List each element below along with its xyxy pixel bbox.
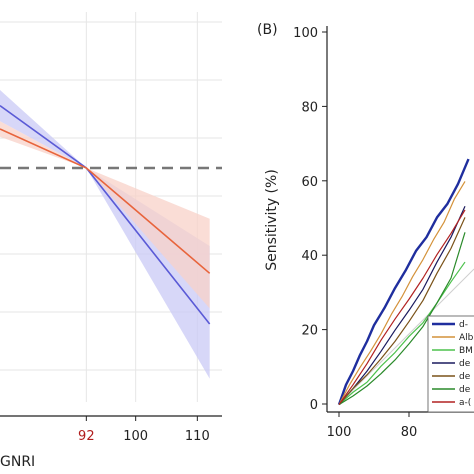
roc-curve-3 — [338, 205, 466, 405]
roc-curve-0 — [337, 158, 470, 405]
left-panel: 92 100 110 GNRI — [0, 12, 222, 470]
roc-curve-2 — [338, 261, 466, 406]
legend-box — [427, 315, 474, 413]
right-y-tick-label-3: 60 — [301, 175, 318, 190]
left-series-line-1 — [0, 128, 211, 274]
roc-curve-5 — [338, 232, 466, 406]
right-y-tick-label-2: 40 — [301, 249, 318, 264]
left-x-axis-label: GNRI — [0, 454, 35, 470]
legend-label-4: de — [459, 372, 471, 382]
left-x-tick-label-0: 92 — [78, 429, 95, 444]
legend-label-5: de — [459, 385, 471, 395]
right-y-tick-label-1: 20 — [301, 324, 318, 339]
legend-label-6: a-( — [459, 398, 471, 408]
legend-label-3: de — [459, 359, 471, 369]
right-roc-curves — [337, 158, 470, 406]
legend-label-2: BM — [459, 346, 473, 356]
legend-label-1: Alb — [459, 333, 474, 343]
roc-curve-1 — [338, 181, 466, 405]
right-y-ticks: 0 20 40 60 80 100 — [293, 26, 327, 413]
left-x-tick-label-2: 110 — [185, 429, 210, 444]
left-x-ticks: 92 100 110 — [78, 416, 210, 444]
left-band-1 — [0, 121, 210, 309]
right-y-tick-label-5: 100 — [293, 26, 318, 41]
right-y-axis-label: Sensitivity (%) — [264, 169, 280, 271]
left-confidence-bands — [0, 90, 210, 379]
right-panel: (B) 0 20 40 60 80 100 100 80 Sensitivity (%) d… — [257, 22, 474, 440]
right-x-ticks: 100 80 — [327, 412, 418, 440]
right-y-tick-label-4: 80 — [301, 100, 318, 115]
right-x-tick-label-0: 100 — [327, 425, 352, 440]
roc-curve-4 — [338, 217, 466, 405]
panel-label-b: (B) — [257, 22, 278, 38]
right-reference-diagonal — [338, 268, 474, 405]
right-x-tick-label-1: 80 — [401, 425, 418, 440]
left-x-tick-label-1: 100 — [123, 429, 148, 444]
left-series-lines — [0, 104, 211, 325]
legend-label-0: d- — [459, 320, 468, 330]
roc-curve-6 — [338, 209, 466, 405]
right-legend: d- Alb BM de de de a-( — [427, 315, 474, 413]
right-y-tick-label-0: 0 — [310, 398, 318, 413]
